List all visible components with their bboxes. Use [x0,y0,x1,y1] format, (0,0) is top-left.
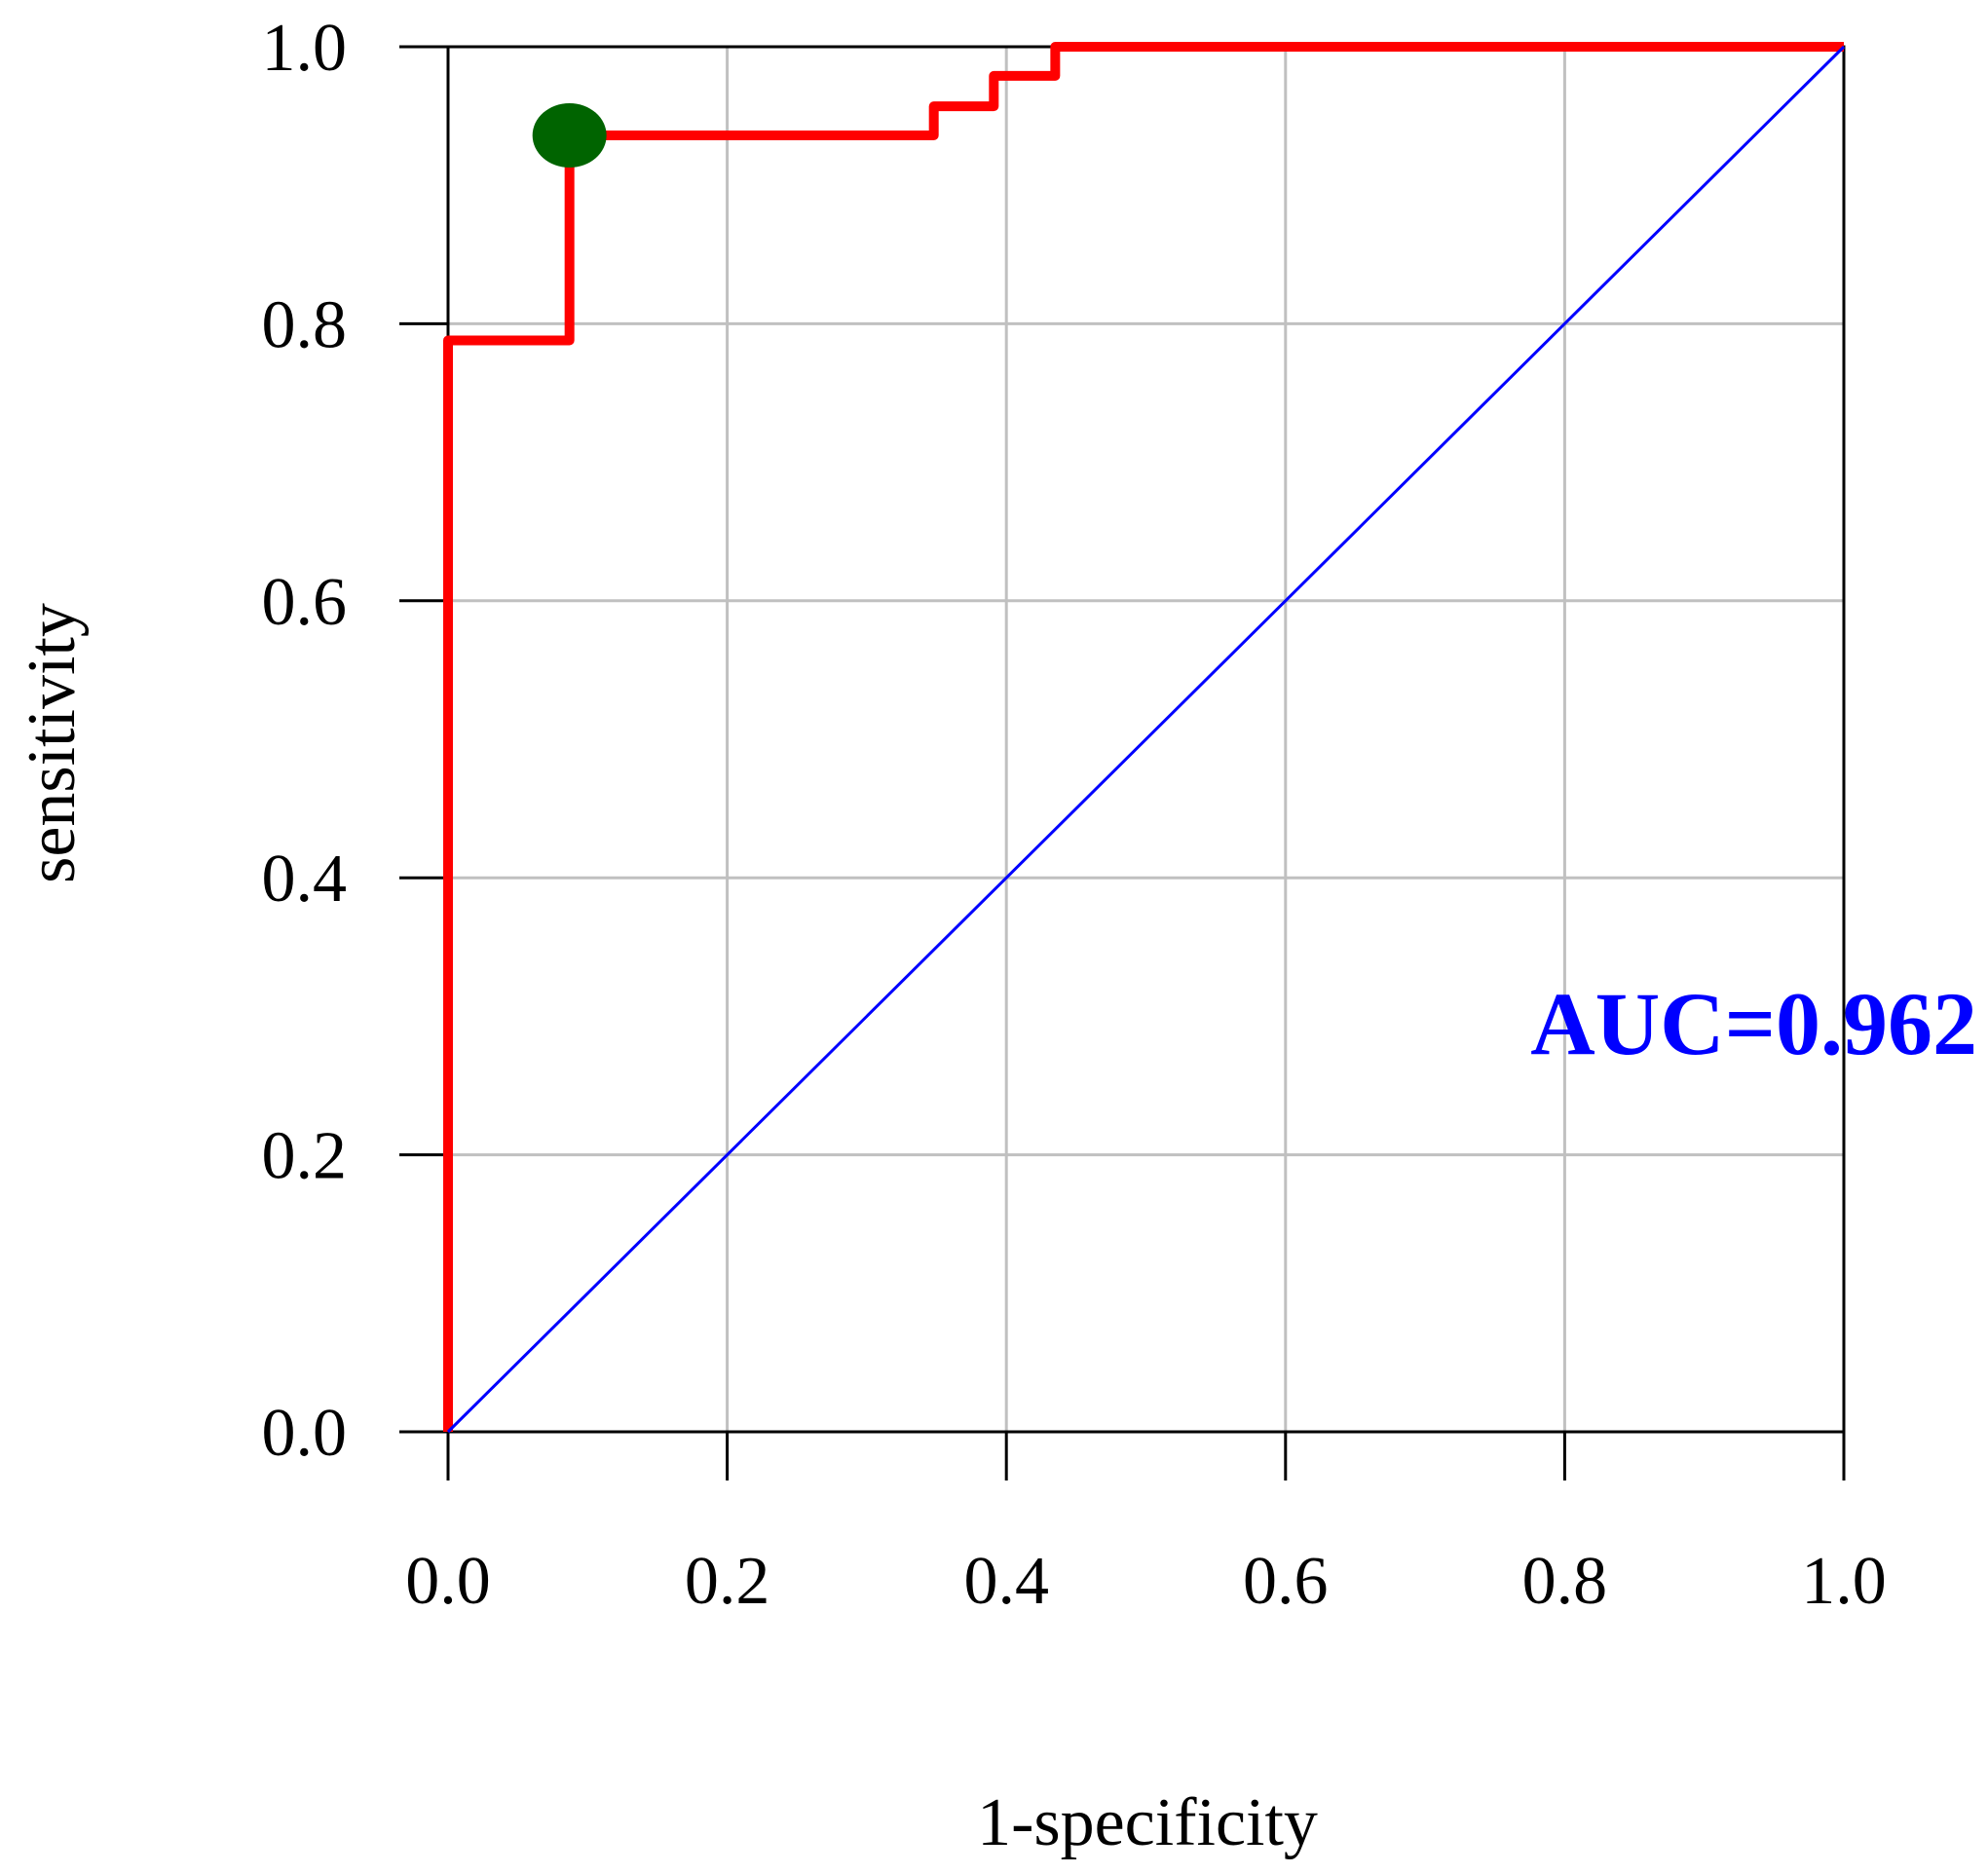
x-tick-label: 0.0 [405,1544,491,1619]
x-tick-label: 1.0 [1801,1544,1887,1619]
y-tick-label: 0.4 [262,842,348,917]
y-tick-label: 1.0 [262,11,348,86]
series [443,42,1846,1434]
auc-annotation: AUC=0.962 [1530,974,1977,1073]
x-tick-label: 0.8 [1522,1544,1608,1619]
x-tick-label: 0.6 [1243,1544,1329,1619]
x-axis-title: 1-specificity [977,1785,1318,1860]
x-tick-label: 0.4 [963,1544,1049,1619]
tick-labels: 0.0 0.2 0.4 0.6 0.8 1.0 0.0 0.2 0.4 0.6 0.8 1.0 [262,11,1887,1619]
y-tick-label: 0.0 [262,1396,348,1471]
y-tick-label: 0.8 [262,287,348,362]
y-tick-label: 0.2 [262,1119,348,1194]
roc-curve [443,42,1844,1432]
y-tick-label: 0.6 [262,565,348,640]
reference-diagonal [446,45,1846,1434]
y-axis-title: sensitivity [15,603,90,883]
optimal-cutoff-point [532,103,607,169]
x-tick-label: 0.2 [685,1544,770,1619]
gridlines [448,47,1844,1432]
